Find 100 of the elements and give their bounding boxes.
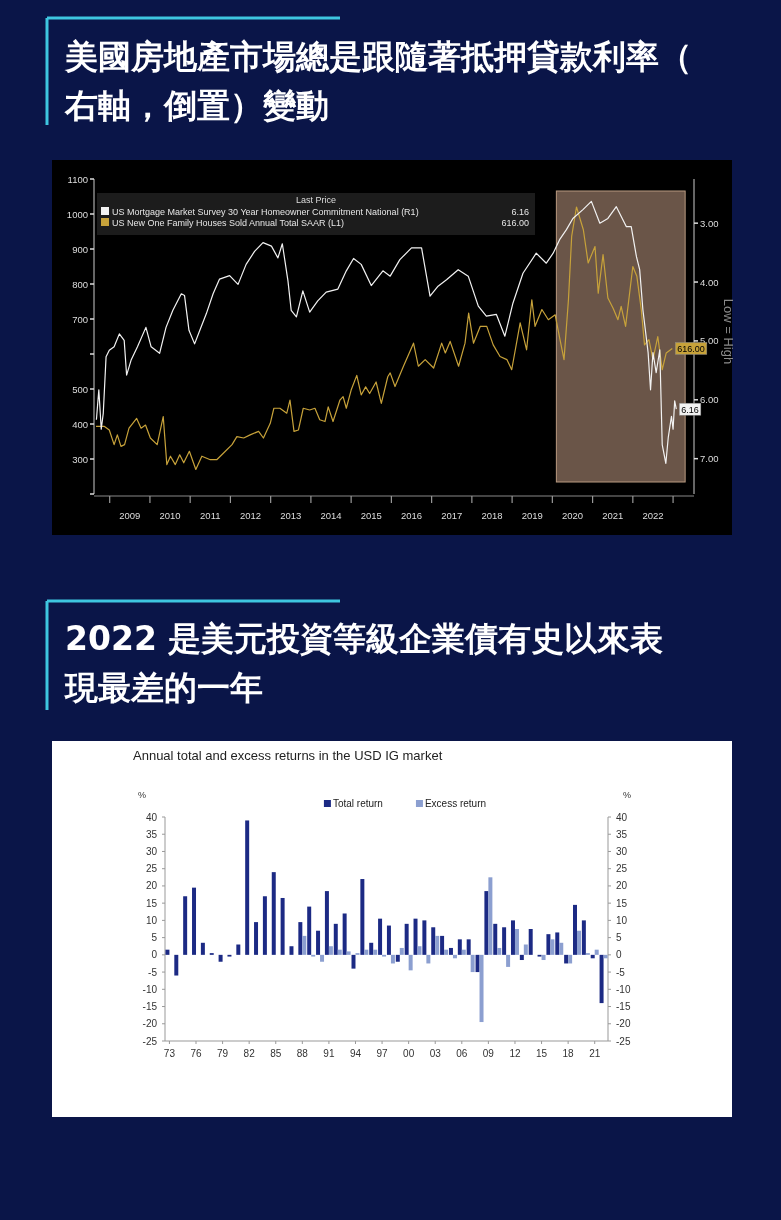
bar [457,939,462,955]
y-tick-label: -5 [148,966,158,978]
bar [541,954,546,961]
bar [413,918,418,955]
bar [333,923,338,955]
bar [519,954,524,961]
bar [488,877,493,955]
y2-tick-label: 15 [616,897,628,909]
bar [594,949,599,955]
bar [564,954,569,964]
y2-tick-label: 30 [616,845,628,857]
x-tick-label: 2020 [561,510,584,521]
bar [404,923,409,955]
y-tick-label: 900 [72,243,88,255]
bar [510,920,515,955]
bar [466,939,471,955]
bar [497,947,502,955]
bar [440,935,445,955]
bar [493,923,498,955]
x-tick-label: 2018 [481,510,503,521]
bar [183,896,188,955]
bar [324,891,329,955]
bar [390,954,395,964]
x-tick-label: 12 [509,1048,521,1059]
y2-tick-label: 4.00 [700,276,719,288]
x-tick-label: 2010 [159,510,181,521]
bar [346,951,351,955]
y-tick-label: 400 [72,418,88,430]
y-tick-label: 35 [145,828,158,840]
bar [523,944,528,955]
y-axis-title: % [138,790,147,800]
y-tick-label: 40 [145,811,158,823]
bar [369,942,374,955]
y-tick-label: 20 [145,880,158,892]
bar [550,939,555,955]
x-tick-label: 97 [376,1048,389,1059]
y2-tick-label: 6.00 [700,394,719,406]
x-tick-label: 06 [456,1048,468,1059]
y2-tick-label: 10 [616,914,628,926]
y-tick-label: 300 [72,453,88,465]
y2-tick-label: -15 [616,1001,631,1013]
y-tick-label: 500 [72,383,88,395]
y-tick-label: 5 [151,932,158,944]
bar [576,930,581,955]
x-tick-label: 76 [190,1048,203,1059]
y2-tick-label: 0 [616,949,622,961]
bar [461,949,466,955]
y-tick-label: 30 [145,845,158,857]
bar [236,944,241,955]
bar [422,920,427,955]
x-tick-label: 94 [349,1048,362,1059]
x-tick-label: 2021 [602,510,624,521]
y2-tick-label: 20 [616,880,628,892]
bar [218,954,223,962]
y-tick-label: 1100 [67,173,88,185]
bar [289,946,294,955]
x-tick-label: 18 [562,1048,575,1059]
y-tick-label: -15 [142,1001,158,1013]
y-tick-label: -25 [142,1035,158,1047]
x-tick-label: 2017 [441,510,463,521]
x-tick-label: 2019 [521,510,543,521]
bar [475,954,480,973]
bar [262,896,267,955]
bar [328,946,333,955]
bar [395,954,400,962]
bar [386,925,391,955]
x-tick-label: 00 [403,1048,415,1059]
bar [514,929,519,955]
bar [378,918,383,955]
bar [307,906,312,955]
x-tick-label: 88 [296,1048,309,1059]
chart-title: 美國房地產市場總是跟隨著抵押貸款利率（右軸，倒置）變動 [64,37,692,125]
y2-tick-label: 3.00 [700,217,719,229]
y2-tick-label: -25 [616,1035,631,1047]
x-tick-label: 79 [217,1048,229,1059]
y-tick-label: 800 [72,278,88,290]
x-tick-label: 2014 [320,510,342,521]
bar [302,935,307,955]
bar [448,947,453,955]
y2-axis-title: % [623,790,632,800]
bar [479,954,484,1023]
y2-tick-label: 35 [616,828,628,840]
bar [502,927,507,955]
y2-tick-label: -5 [616,966,626,978]
bar [435,935,440,955]
x-tick-label: 2012 [239,510,262,521]
y-tick-label: 1000 [66,208,88,220]
chart-subtitle: Annual total and excess returns in the USD IG market [133,748,443,763]
chart-title: 2022 是美元投資等級企業債有史以來表現最差的一年 [64,619,664,707]
bar [200,942,205,955]
bar [470,954,475,973]
x-tick-label: 2009 [119,510,141,521]
x-tick-label: 91 [323,1048,335,1059]
bar [426,954,431,964]
x-tick-label: 2022 [642,510,664,521]
x-tick-label: 2011 [200,510,221,521]
y2-tick-label: 5 [616,932,622,944]
x-tick-label: 2013 [280,510,302,521]
bar [559,942,564,955]
data-label: 6.16 [681,404,699,415]
